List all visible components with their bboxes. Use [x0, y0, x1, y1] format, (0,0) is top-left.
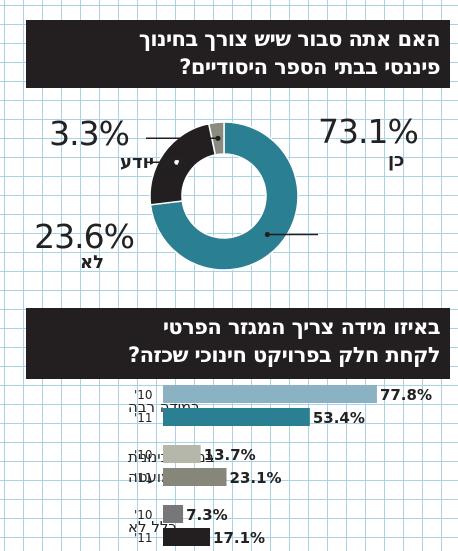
- bar-value-label: 53.4%: [313, 409, 365, 427]
- slice-percent-label: 23.6%: [34, 217, 134, 256]
- donut-chart-title: האם אתה סבור שיש צורך בחינוך פיננסי בבתי…: [26, 20, 450, 88]
- year-label: '10: [134, 508, 153, 522]
- bar: [163, 528, 211, 546]
- bar: [163, 445, 201, 463]
- bar-value-label: 23.1%: [230, 469, 282, 487]
- year-label: '10: [134, 448, 153, 462]
- leader-dot: [174, 159, 180, 165]
- slice-label: לא יודע: [120, 152, 184, 173]
- slice-label: לא: [80, 252, 104, 273]
- bar-title-line: לקחת חלק בפרויקט חינוכי שכזה?: [127, 343, 441, 367]
- leader-dot: [215, 135, 221, 141]
- bar: [163, 385, 377, 403]
- bar-value-label: 77.8%: [380, 386, 432, 404]
- bar-title-line: באיזו מידה צריך המגזר הפרטי: [162, 315, 441, 339]
- year-label: '11: [134, 531, 153, 545]
- bar-value-label: 13.7%: [204, 446, 256, 464]
- bar: [163, 468, 227, 486]
- bar-value-label: 7.3%: [186, 506, 228, 524]
- bar-value-label: 17.1%: [213, 529, 265, 547]
- bar: [163, 408, 310, 426]
- year-label: '11: [134, 411, 153, 425]
- bar-chart-title: באיזו מידה צריך המגזר הפרטי לקחת חלק בפר…: [26, 308, 450, 379]
- bar: [163, 505, 184, 523]
- leader-dot: [264, 231, 270, 238]
- donut-title-line: האם אתה סבור שיש צורך בחינוך: [138, 27, 441, 51]
- donut-slice: [149, 121, 299, 271]
- slice-label: כן: [388, 150, 404, 171]
- year-label: '11: [134, 471, 153, 485]
- slice-percent-label: 3.3%: [49, 114, 129, 153]
- year-label: '10: [134, 388, 153, 402]
- donut-title-line: פיננסי בבתי הספר היסודיים?: [179, 55, 440, 79]
- slice-percent-label: 73.1%: [318, 112, 418, 151]
